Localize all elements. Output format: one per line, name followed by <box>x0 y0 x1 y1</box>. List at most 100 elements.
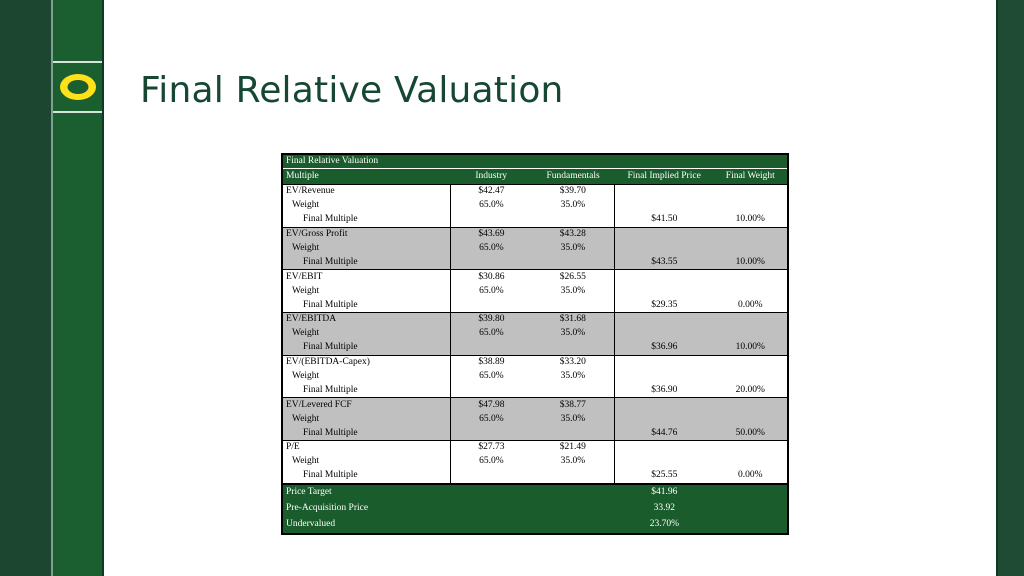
industry-value: $30.86 <box>450 269 532 285</box>
summary-empty <box>531 500 616 517</box>
summary-value: 23.70% <box>614 516 714 534</box>
industry-weight: 65.0% <box>450 412 532 427</box>
industry-empty <box>450 426 532 441</box>
summary-label: Pre-Acquisition Price <box>282 500 451 517</box>
fundamentals-empty <box>531 383 616 398</box>
final-multiple-label: Final Multiple <box>282 298 452 313</box>
final-multiple-label: Final Multiple <box>282 255 452 270</box>
table-caption: Final Relative Valuation <box>282 154 788 169</box>
fundamentals-empty <box>531 212 616 228</box>
summary-empty <box>450 482 532 501</box>
fundamentals-empty <box>531 340 616 356</box>
final-weight-empty <box>713 198 788 213</box>
multiple-name: EV/Levered FCF <box>282 397 452 413</box>
table-row: EV/Gross Profit $43.69 $43.28 <box>282 226 788 242</box>
summary-empty <box>713 500 788 517</box>
oregon-o-logo-icon <box>59 74 96 100</box>
left-sidebar-stripe <box>0 0 51 576</box>
industry-empty <box>450 468 532 484</box>
table-row: Final Multiple $44.76 50.00% <box>282 426 788 441</box>
table-row: Final Multiple $25.55 0.00% <box>282 468 788 484</box>
header-implied-price: Final Implied Price <box>614 168 714 185</box>
fundamentals-value: $31.68 <box>531 312 616 327</box>
table-row: Weight 65.0% 35.0% <box>282 369 788 384</box>
header-fundamentals: Fundamentals <box>531 168 615 185</box>
final-implied-price: $41.50 <box>614 212 714 228</box>
table-row: EV/(EBITDA-Capex) $38.89 $33.20 <box>282 354 788 370</box>
fundamentals-weight: 35.0% <box>531 241 616 256</box>
industry-empty <box>450 255 532 270</box>
left-sidebar-divider <box>51 0 53 576</box>
industry-empty <box>450 340 532 356</box>
fundamentals-empty <box>531 468 616 484</box>
multiple-name: EV/Gross Profit <box>282 226 452 242</box>
final-weight: 0.00% <box>713 468 788 484</box>
summary-empty <box>450 500 532 517</box>
industry-weight: 65.0% <box>450 284 532 299</box>
final-multiple-label: Final Multiple <box>282 426 452 441</box>
table-row: EV/EBITDA $39.80 $31.68 <box>282 312 788 327</box>
implied-price-empty <box>614 183 714 199</box>
fundamentals-value: $43.28 <box>531 226 616 242</box>
industry-empty <box>450 298 532 313</box>
summary-label: Price Target <box>282 482 451 501</box>
final-weight: 10.00% <box>713 340 788 356</box>
table-row: Weight 65.0% 35.0% <box>282 284 788 299</box>
industry-empty <box>450 383 532 398</box>
table-row: Weight 65.0% 35.0% <box>282 454 788 469</box>
table-row: Weight 65.0% 35.0% <box>282 326 788 341</box>
final-weight-empty <box>713 440 788 455</box>
multiple-name: EV/EBIT <box>282 269 452 285</box>
final-weight-empty <box>713 454 788 469</box>
implied-price-empty <box>614 198 714 213</box>
table-row: Weight 65.0% 35.0% <box>282 241 788 256</box>
final-implied-price: $25.55 <box>614 468 714 484</box>
table-row: Final Multiple $41.50 10.00% <box>282 212 788 228</box>
implied-price-empty <box>614 412 714 427</box>
industry-value: $47.98 <box>450 397 532 413</box>
implied-price-empty <box>614 226 714 242</box>
industry-weight: 65.0% <box>450 454 532 469</box>
multiple-name: EV/Revenue <box>282 183 452 199</box>
table-header-row: Multiple Industry Fundamentals Final Imp… <box>282 168 788 185</box>
industry-value: $42.47 <box>450 183 532 199</box>
industry-weight: 65.0% <box>450 369 532 384</box>
table-row: EV/Levered FCF $47.98 $38.77 <box>282 397 788 413</box>
fundamentals-empty <box>531 255 616 270</box>
summary-row: Undervalued 23.70% <box>282 516 788 534</box>
summary-value: $41.96 <box>614 482 714 501</box>
summary-empty <box>713 482 788 501</box>
final-weight-empty <box>713 326 788 341</box>
weight-label: Weight <box>282 454 452 469</box>
final-weight: 0.00% <box>713 298 788 313</box>
header-multiple: Multiple <box>282 168 451 185</box>
industry-value: $39.80 <box>450 312 532 327</box>
final-weight-empty <box>713 397 788 413</box>
implied-price-empty <box>614 284 714 299</box>
weight-label: Weight <box>282 369 452 384</box>
oregon-logo <box>53 61 102 113</box>
industry-weight: 65.0% <box>450 198 532 213</box>
table-row: Weight 65.0% 35.0% <box>282 198 788 213</box>
final-weight: 20.00% <box>713 383 788 398</box>
fundamentals-value: $38.77 <box>531 397 616 413</box>
valuation-table: Final Relative Valuation Multiple Indust… <box>281 153 789 535</box>
industry-value: $27.73 <box>450 440 532 455</box>
final-multiple-label: Final Multiple <box>282 383 452 398</box>
fundamentals-empty <box>531 298 616 313</box>
summary-row: Pre-Acquisition Price 33.92 <box>282 500 788 517</box>
weight-label: Weight <box>282 198 452 213</box>
table-caption-row: Final Relative Valuation <box>282 154 788 169</box>
final-implied-price: $29.35 <box>614 298 714 313</box>
final-weight-empty <box>713 241 788 256</box>
industry-value: $43.69 <box>450 226 532 242</box>
final-weight-empty <box>713 284 788 299</box>
right-sidebar-band <box>998 0 1024 576</box>
fundamentals-weight: 35.0% <box>531 198 616 213</box>
implied-price-empty <box>614 241 714 256</box>
industry-value: $38.89 <box>450 354 532 370</box>
multiple-name: EV/EBITDA <box>282 312 452 327</box>
final-multiple-label: Final Multiple <box>282 212 452 228</box>
final-multiple-label: Final Multiple <box>282 468 452 484</box>
summary-row: Price Target $41.96 <box>282 482 788 501</box>
